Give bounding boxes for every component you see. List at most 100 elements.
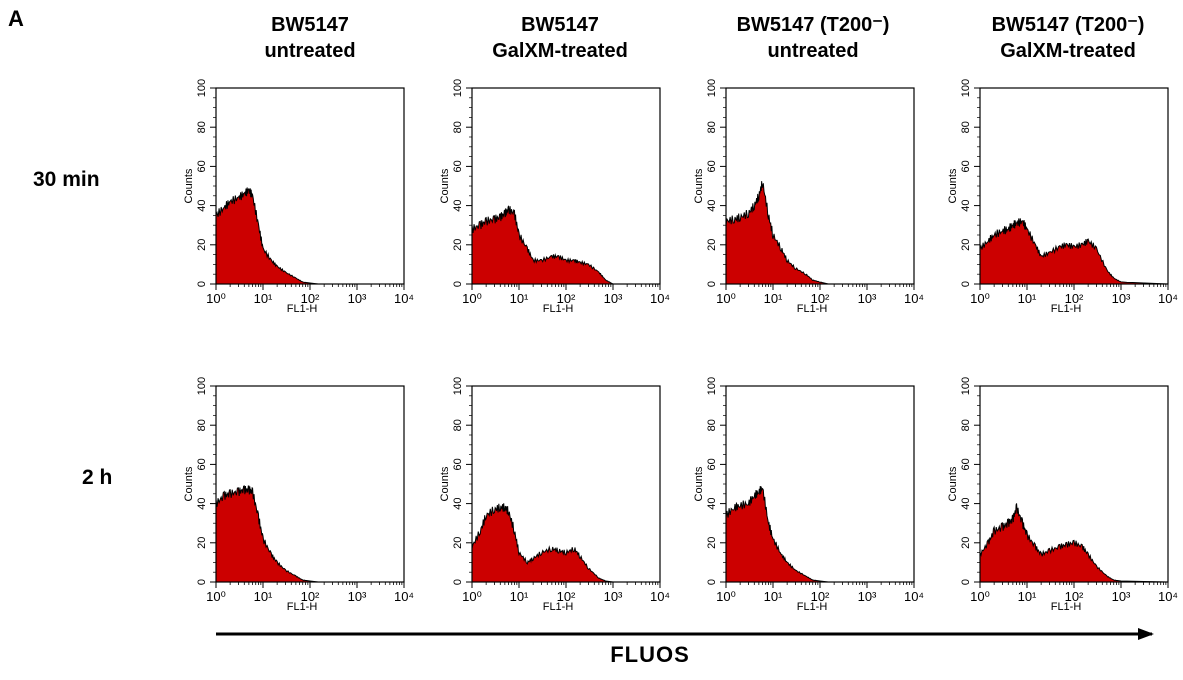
x-tick-label: 10⁴: [394, 291, 414, 306]
histogram-area: [725, 181, 914, 285]
y-tick-label: 100: [960, 79, 972, 97]
row-label-30-min: 30 min: [33, 168, 100, 191]
x-axis-label: FL1-H: [287, 303, 318, 315]
y-tick-label: 40: [196, 497, 208, 509]
y-tick-label: 0: [706, 579, 718, 585]
histogram-area: [725, 486, 914, 583]
x-tick-label: 10²: [557, 291, 576, 306]
y-tick-label: 40: [706, 199, 718, 211]
x-tick-label: 10³: [858, 291, 877, 306]
column-title-3: BW5147 (T200⁻) untreated: [693, 12, 933, 64]
column-title-line1: BW5147 (T200⁻): [736, 14, 890, 36]
x-axis-label: FL1-H: [1051, 303, 1082, 315]
x-tick-label: 10³: [348, 589, 367, 604]
x-axis-label: FL1-H: [797, 303, 828, 315]
y-tick-label: 20: [960, 537, 972, 549]
x-tick-label: 10³: [858, 589, 877, 604]
histogram-panel: [979, 503, 1169, 583]
row-label-2-h: 2 h: [82, 466, 113, 489]
panel-letter: A: [8, 6, 24, 31]
y-tick-label: 40: [706, 497, 718, 509]
y-axis-label: Counts: [183, 168, 195, 203]
column-title-line2: GalXM-treated: [1000, 40, 1136, 62]
column-title-line2: untreated: [767, 40, 859, 62]
x-tick-label: 10⁰: [462, 589, 482, 604]
y-tick-label: 100: [960, 377, 972, 395]
y-axis-label: Counts: [693, 466, 705, 501]
y-tick-label: 20: [452, 537, 464, 549]
y-tick-label: 20: [196, 537, 208, 549]
x-tick-label: 10⁰: [970, 589, 990, 604]
x-tick-label: 10³: [604, 589, 623, 604]
x-tick-label: 10²: [1065, 589, 1084, 604]
x-tick-label: 10³: [604, 291, 623, 306]
x-tick-label: 10¹: [1018, 291, 1037, 306]
x-tick-label: 10¹: [510, 589, 529, 604]
x-tick-label: 10⁴: [904, 589, 924, 604]
x-tick-label: 10²: [811, 291, 830, 306]
y-tick-label: 40: [452, 199, 464, 211]
y-tick-label: 100: [706, 79, 718, 97]
histogram-area: [979, 218, 1169, 285]
y-tick-label: 40: [196, 199, 208, 211]
x-tick-label: 10⁰: [716, 291, 736, 306]
y-tick-label: 80: [960, 121, 972, 133]
y-tick-label: 0: [960, 281, 972, 287]
histogram-panel: [725, 486, 914, 583]
x-tick-label: 10⁴: [650, 589, 670, 604]
y-tick-label: 60: [960, 160, 972, 172]
x-tick-label: 10¹: [1018, 589, 1037, 604]
histogram-area: [471, 205, 660, 285]
x-tick-label: 10²: [1065, 291, 1084, 306]
y-tick-label: 100: [452, 79, 464, 97]
y-tick-label: 60: [196, 458, 208, 470]
histogram-panel: [215, 485, 404, 583]
x-tick-label: 10⁰: [462, 291, 482, 306]
histogram-area: [979, 503, 1169, 583]
x-tick-label: 10¹: [764, 589, 783, 604]
column-title-2: BW5147 GalXM-treated: [440, 12, 680, 64]
x-tick-label: 10⁰: [206, 291, 226, 306]
y-tick-label: 100: [196, 79, 208, 97]
x-tick-label: 10²: [301, 589, 320, 604]
x-tick-label: 10⁴: [904, 291, 924, 306]
y-tick-label: 20: [706, 239, 718, 251]
y-tick-label: 0: [196, 579, 208, 585]
column-title-4: BW5147 (T200⁻) GalXM-treated: [948, 12, 1183, 64]
y-tick-label: 100: [706, 377, 718, 395]
x-tick-label: 10⁰: [716, 589, 736, 604]
x-tick-label: 10³: [348, 291, 367, 306]
y-tick-label: 0: [452, 281, 464, 287]
x-tick-label: 10³: [1112, 291, 1131, 306]
y-tick-label: 40: [452, 497, 464, 509]
y-axis-label: Counts: [439, 466, 451, 501]
x-axis-label: FL1-H: [797, 601, 828, 613]
x-tick-label: 10⁴: [394, 589, 414, 604]
x-tick-label: 10²: [301, 291, 320, 306]
y-tick-label: 20: [196, 239, 208, 251]
column-title-line1: BW5147: [271, 14, 349, 36]
x-tick-label: 10⁰: [206, 589, 226, 604]
y-tick-label: 60: [960, 458, 972, 470]
column-title-line2: GalXM-treated: [492, 40, 628, 62]
y-tick-label: 80: [706, 121, 718, 133]
histogram-panel: [725, 181, 914, 285]
y-tick-label: 80: [452, 419, 464, 431]
x-axis-label: FL1-H: [1051, 601, 1082, 613]
column-title-line1: BW5147 (T200⁻): [991, 14, 1145, 36]
y-tick-label: 0: [960, 579, 972, 585]
y-tick-label: 20: [706, 537, 718, 549]
x-tick-label: 10¹: [764, 291, 783, 306]
y-tick-label: 40: [960, 199, 972, 211]
y-axis-label: Counts: [947, 466, 959, 501]
histogram-area: [215, 485, 404, 583]
y-tick-label: 60: [706, 458, 718, 470]
y-tick-label: 80: [706, 419, 718, 431]
y-tick-label: 80: [960, 419, 972, 431]
column-title-line1: BW5147: [521, 14, 599, 36]
histogram-panel: [471, 205, 660, 285]
column-title-1: BW5147 untreated: [190, 12, 430, 64]
y-axis-label: Counts: [947, 168, 959, 203]
x-axis-label: FL1-H: [287, 601, 318, 613]
